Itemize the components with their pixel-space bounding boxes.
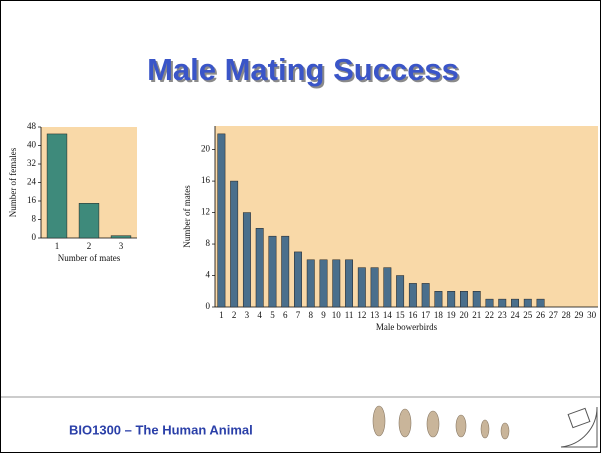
y-tick-label: 24 [27, 177, 37, 187]
footer-text: BIO1300 – The Human Animal [69, 422, 253, 437]
spiral-icon [561, 407, 597, 447]
x-tick-label: 1 [55, 241, 60, 251]
x-tick-label: 5 [270, 310, 275, 320]
y-tick-label: 32 [27, 158, 36, 168]
x-tick-label: 20 [459, 310, 469, 320]
bar [218, 134, 225, 307]
x-tick-label: 29 [574, 310, 584, 320]
x-tick-label: 19 [447, 310, 457, 320]
bar [511, 299, 518, 307]
bar [269, 236, 276, 307]
bar [537, 299, 544, 307]
x-tick-label: 3 [245, 310, 250, 320]
spiral-box [568, 408, 590, 427]
bar [435, 291, 442, 307]
y-tick-label: 8 [32, 214, 37, 224]
bar [345, 260, 352, 307]
x-tick-label: 23 [498, 310, 508, 320]
evolution-figures [373, 406, 509, 439]
y-tick-label: 48 [27, 121, 37, 131]
bar [307, 260, 314, 307]
y-tick-label: 0 [32, 232, 37, 242]
x-tick-label: 9 [321, 310, 326, 320]
x-tick-label: 18 [434, 310, 444, 320]
bar [409, 283, 416, 307]
x-tick-label: 2 [87, 241, 92, 251]
bar [384, 268, 391, 307]
slide-canvas: Male Mating Success Male Mating Success … [1, 1, 600, 452]
y-tick-label: 40 [27, 140, 37, 150]
bar [371, 268, 378, 307]
x-tick-label: 14 [383, 310, 393, 320]
y-tick-label: 4 [206, 270, 211, 280]
x-tick-label: 24 [511, 310, 521, 320]
x-tick-label: 8 [309, 310, 314, 320]
slide: Male Mating Success Male Mating Success … [0, 0, 601, 453]
x-tick-label: 17 [421, 310, 431, 320]
bar [486, 299, 493, 307]
x-tick-label: 10 [332, 310, 342, 320]
y-tick-label: 0 [206, 301, 211, 311]
y-tick-label: 12 [201, 207, 210, 217]
x-tick-label: 3 [119, 241, 124, 251]
x-tick-label: 27 [549, 310, 559, 320]
x-tick-label: 2 [232, 310, 237, 320]
x-tick-label: 6 [283, 310, 288, 320]
y-axis-label: Number of females [8, 147, 18, 217]
bar [396, 276, 403, 307]
x-tick-label: 21 [472, 310, 481, 320]
bar [243, 213, 250, 307]
bar [422, 283, 429, 307]
bar [320, 260, 327, 307]
x-tick-label: 7 [296, 310, 301, 320]
x-tick-label: 28 [562, 310, 572, 320]
x-axis-label: Male bowerbirds [376, 322, 438, 332]
bar [282, 236, 289, 307]
bar [47, 134, 67, 238]
x-tick-label: 1 [219, 310, 224, 320]
bar [447, 291, 454, 307]
y-tick-label: 16 [27, 195, 37, 205]
bar [473, 291, 480, 307]
x-tick-label: 30 [587, 310, 597, 320]
x-tick-label: 15 [396, 310, 406, 320]
bar [79, 203, 99, 238]
x-tick-label: 11 [345, 310, 354, 320]
x-tick-label: 13 [370, 310, 380, 320]
bar [460, 291, 467, 307]
bar [294, 252, 301, 307]
y-tick-label: 20 [201, 144, 211, 154]
y-tick-label: 16 [201, 175, 211, 185]
bar [230, 181, 237, 307]
bar [256, 228, 263, 307]
x-tick-label: 12 [357, 310, 366, 320]
x-axis-label: Number of mates [58, 253, 121, 263]
bar [358, 268, 365, 307]
bar [524, 299, 531, 307]
x-tick-label: 16 [408, 310, 418, 320]
bar [111, 236, 131, 238]
bar [333, 260, 340, 307]
x-tick-label: 25 [523, 310, 533, 320]
x-tick-label: 22 [485, 310, 494, 320]
bar [499, 299, 506, 307]
x-tick-label: 26 [536, 310, 546, 320]
y-tick-label: 8 [206, 238, 211, 248]
y-axis-label: Number of mates [182, 185, 192, 248]
slide-title: Male Mating Success [147, 52, 459, 87]
x-tick-label: 4 [257, 310, 262, 320]
